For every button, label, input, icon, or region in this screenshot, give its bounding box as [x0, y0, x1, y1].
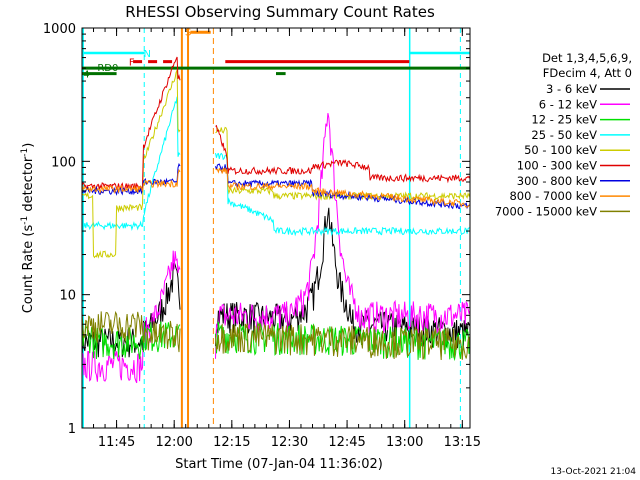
plot-frame [81, 27, 471, 429]
legend-label: 6 - 12 keV [539, 97, 597, 111]
footer-timestamp: 13-Oct-2021 21:04 [551, 467, 637, 477]
plot-area: NF RD0 RD4 S [69, 28, 470, 428]
y-tick-label: 1 [68, 422, 76, 437]
series-line [82, 167, 470, 208]
chart-title: RHESSI Observing Summary Count Rates [125, 3, 435, 21]
y-tick-label: 10 [59, 289, 76, 304]
legend-label: 7000 - 15000 keV [495, 204, 597, 218]
x-tick-label: 12:30 [271, 435, 308, 450]
y-axis-label-sup2: -1 [20, 148, 30, 157]
legend-label: 800 - 7000 keV [509, 189, 597, 203]
series-line [82, 310, 470, 361]
legend-label: 3 - 6 keV [546, 82, 597, 96]
x-tick-label: 11:45 [98, 435, 135, 450]
series-line [82, 56, 470, 192]
flag-annotation: N [143, 49, 150, 60]
legend-label: 50 - 100 keV [524, 143, 597, 157]
flag-annotation: S [185, 28, 191, 39]
flag-annotation: RD0 [97, 63, 118, 74]
legend-header-line-2: FDecim 4, Att 0 [543, 66, 632, 80]
x-tick-label: 12:00 [155, 435, 192, 450]
x-axis-label: Start Time (07-Jan-04 11:36:02) [175, 457, 383, 472]
legend-label: 25 - 50 keV [531, 128, 597, 142]
flag-annotation: RD4 [69, 70, 90, 81]
series-line [82, 96, 470, 237]
legend-label: 12 - 25 keV [531, 113, 597, 127]
axis-ticks: 1 10 100 1000 11:45 12:00 12:15 12:30 12:45 13:00… [43, 22, 481, 450]
legend: Det 1,3,4,5,6,9, FDecim 4, Att 0 3 - 6 k… [495, 51, 632, 218]
y-tick-label: 100 [51, 155, 76, 170]
y-axis-label: Count Rate (s-1 detector-1) [20, 143, 36, 314]
y-tick-label: 1000 [43, 22, 76, 37]
legend-header-line-1: Det 1,3,4,5,6,9, [542, 51, 632, 65]
x-tick-label: 12:15 [213, 435, 250, 450]
y-axis-label-part2: detector [21, 156, 36, 216]
x-tick-label: 12:45 [328, 435, 365, 450]
y-axis-label-sup1: -1 [20, 216, 30, 225]
legend-label: 100 - 300 keV [517, 159, 597, 173]
y-axis-label-part3: ) [21, 143, 36, 148]
x-tick-label: 13:00 [386, 435, 423, 450]
legend-label: 300 - 800 keV [517, 174, 597, 188]
y-axis-label-part1: Count Rate (s [21, 225, 36, 314]
series-line [82, 69, 470, 259]
flag-annotation: F [129, 58, 135, 69]
x-tick-label: 13:15 [444, 435, 481, 450]
